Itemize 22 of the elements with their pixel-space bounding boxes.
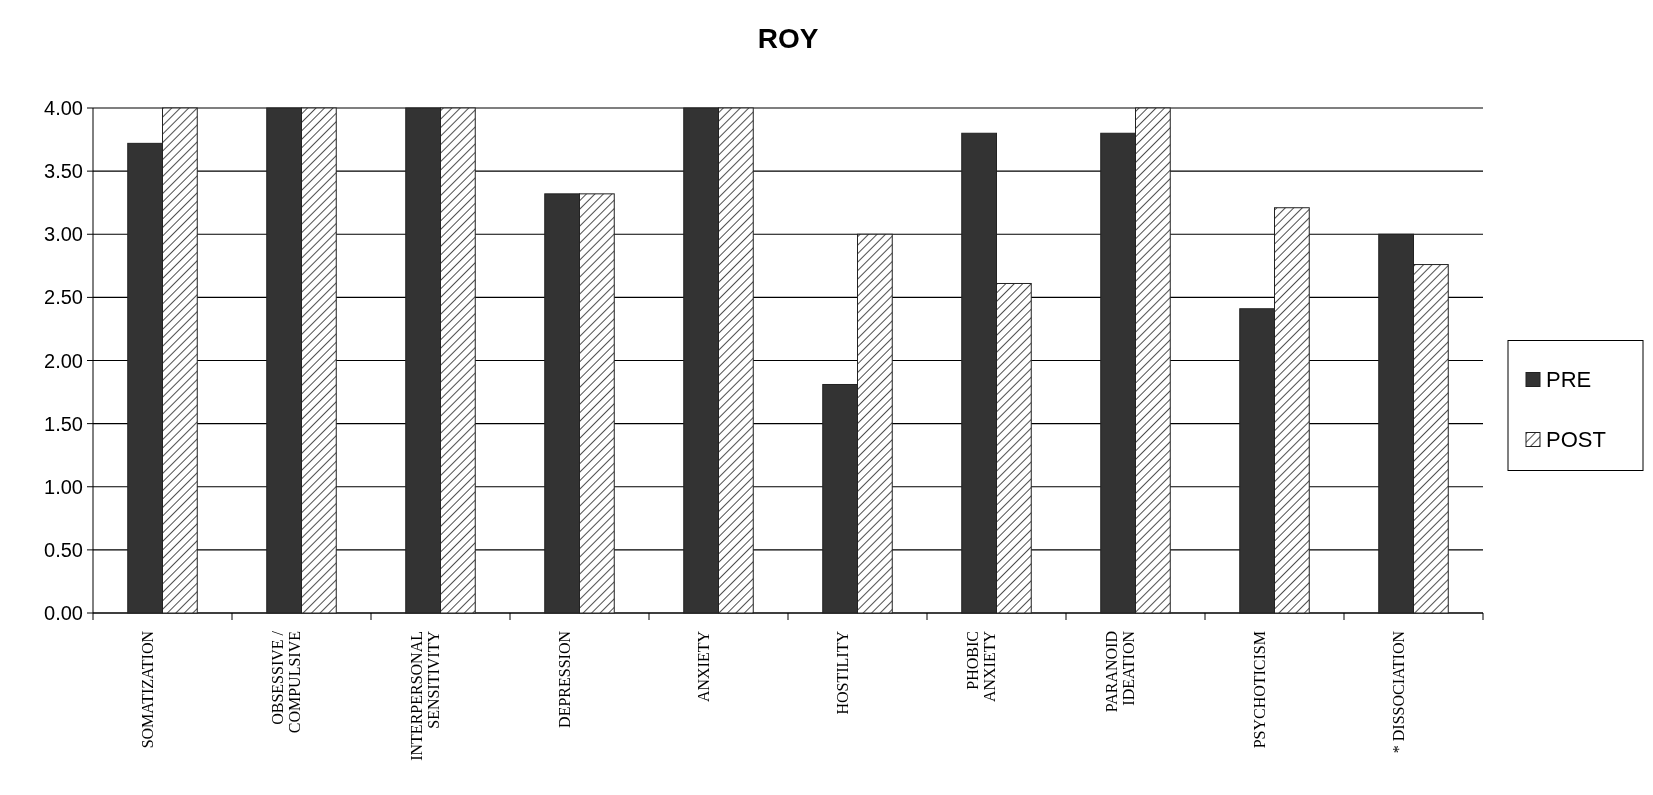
x-tick-label: DEPRESSION xyxy=(555,630,573,728)
y-tick-label: 2.00 xyxy=(44,349,83,372)
legend-label: POST xyxy=(1546,427,1606,453)
chart-title: ROY xyxy=(757,23,819,54)
y-tick-label: 2.50 xyxy=(44,286,83,309)
x-tick-label: ANXIETY xyxy=(694,630,712,703)
x-tick-label: * DISSOCIATION xyxy=(1389,630,1407,754)
y-tick-label: 0.00 xyxy=(44,602,83,624)
y-tick-label: 0.50 xyxy=(44,538,83,561)
legend-label: PRE xyxy=(1546,367,1592,393)
x-tick-label: PSYCHOTICISM xyxy=(1250,631,1268,749)
x-tick-label: SOMATIZATION xyxy=(138,630,156,749)
x-tick-label: OBSESSIVE / COMPULSIVE xyxy=(268,630,304,734)
y-tick-label: 1.00 xyxy=(44,475,83,498)
x-tick-label: INTERPERSONAL SENSITIVITY xyxy=(407,630,443,761)
x-tick-label: PARANOID IDEATION xyxy=(1102,630,1138,713)
x-tick-label: PHOBIC ANXIETY xyxy=(963,630,999,703)
y-tick-label: 3.00 xyxy=(44,223,83,246)
y-tick-label: 4.00 xyxy=(44,97,83,119)
y-tick-label: 3.50 xyxy=(44,160,83,183)
x-tick-label: HOSTILITY xyxy=(833,630,851,715)
y-tick-label: 1.50 xyxy=(44,412,83,435)
